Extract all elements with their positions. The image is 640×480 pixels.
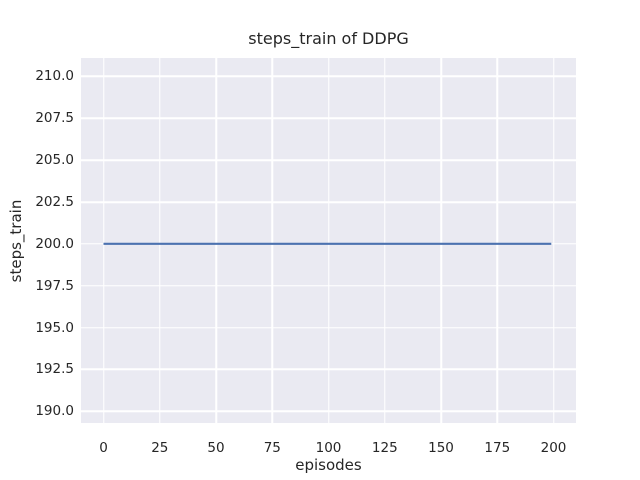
x-gridline [384, 58, 386, 423]
x-gridline [496, 58, 499, 423]
chart-title: steps_train of DDPG [248, 29, 409, 48]
y-tick-label: 195.0 [35, 319, 74, 336]
y-gridline [81, 117, 576, 120]
y-gridline [81, 75, 576, 78]
x-gridline [552, 58, 555, 423]
x-tick-label: 0 [99, 440, 108, 456]
y-gridline [81, 159, 576, 161]
x-gridline [159, 58, 161, 423]
x-tick-label: 100 [315, 440, 342, 456]
x-axis-label: episodes [295, 456, 362, 474]
y-tick-label: 202.5 [35, 194, 74, 210]
y-tick-label: 205.0 [35, 152, 74, 169]
x-tick-label: 25 [151, 440, 169, 456]
y-gridline [81, 201, 576, 203]
y-tick-label: 190.0 [35, 403, 74, 420]
y-tick-label: 192.5 [35, 361, 74, 378]
x-gridline [215, 58, 217, 423]
y-tick-label: 207.5 [35, 110, 74, 127]
x-tick-label: 200 [540, 440, 567, 456]
y-tick-label: 200.0 [35, 235, 74, 252]
y-gridline [81, 284, 576, 287]
y-gridline [81, 326, 576, 329]
x-tick-label: 75 [263, 440, 281, 456]
x-gridline [440, 58, 442, 423]
data-series-layer [103, 242, 552, 245]
y-tick-label: 197.5 [35, 277, 74, 294]
x-tick-label: 50 [207, 440, 225, 456]
y-tick-label: 210.0 [35, 68, 74, 85]
plot-area [81, 58, 576, 423]
x-gridline [102, 58, 105, 423]
x-tick-label: 125 [371, 440, 398, 456]
y-gridline [81, 410, 576, 413]
y-gridline [81, 368, 576, 371]
x-tick-label: 150 [428, 440, 454, 456]
x-gridline [271, 58, 274, 423]
x-tick-label: 175 [484, 440, 511, 456]
x-gridline [327, 58, 330, 423]
